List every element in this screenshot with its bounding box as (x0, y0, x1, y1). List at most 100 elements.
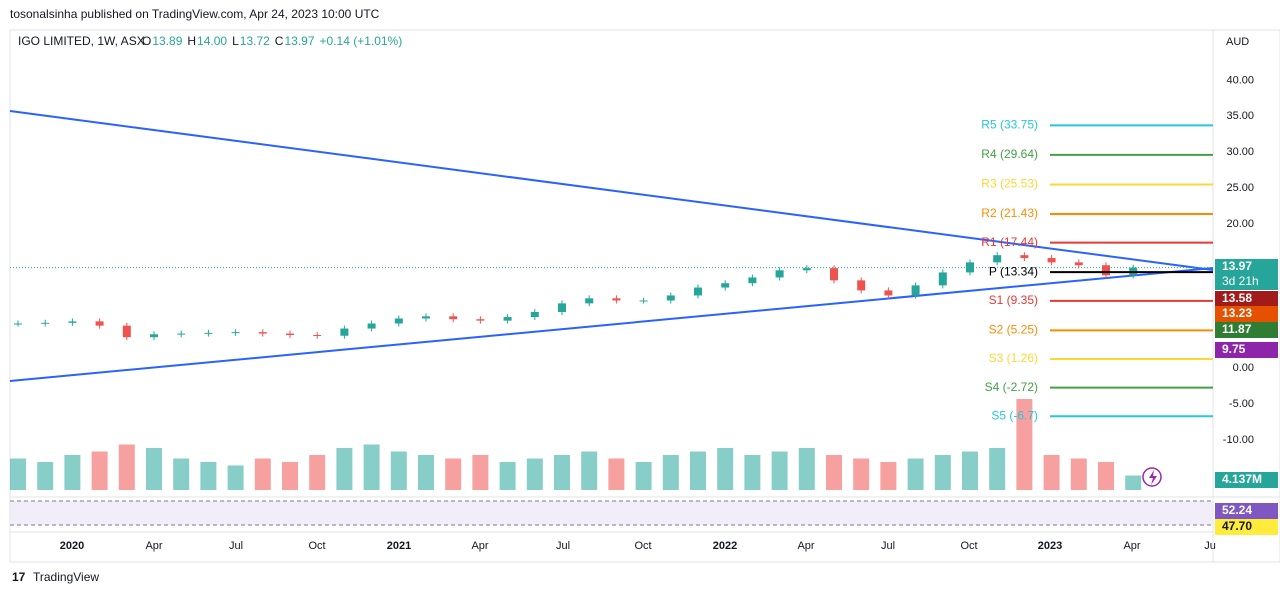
alert-bolt (1149, 470, 1157, 485)
candle (666, 295, 675, 301)
ohlc-value: 13.97 (284, 34, 314, 48)
candle (150, 334, 158, 338)
volume-bar (64, 455, 81, 490)
candle (95, 321, 104, 326)
volume-bar (526, 458, 543, 490)
candle (830, 268, 838, 281)
price-label-box (1215, 259, 1278, 290)
currency: AUD (1226, 36, 1249, 48)
price-label-box (1215, 291, 1278, 307)
volume-label-box (1215, 472, 1278, 488)
x-tick-label: 2021 (387, 540, 411, 552)
price-label: 13.97 (1222, 259, 1252, 273)
candle (694, 287, 702, 296)
candle (122, 325, 131, 338)
candle (802, 268, 811, 271)
volume-bar (1016, 399, 1033, 490)
pivot-label: P (13.34) (989, 264, 1038, 278)
x-tick-label: Apr (1123, 540, 1140, 552)
volume-bar (608, 458, 625, 490)
volume-bar (880, 462, 897, 490)
candle (1047, 258, 1056, 263)
pivot-label: R4 (29.64) (981, 147, 1038, 161)
candle (993, 255, 1002, 263)
volume-bar (744, 455, 761, 490)
y-tick-label: -5.00 (1229, 398, 1254, 410)
volume-bar (934, 455, 951, 490)
ohlc-value: 13.89 (152, 34, 182, 48)
volume-bar (826, 455, 842, 490)
candle (884, 290, 893, 296)
publisher: tosonalsinha published on TradingView.co… (10, 7, 380, 21)
ohlc-key: O (142, 34, 151, 48)
candle (938, 272, 947, 286)
pivot-label: S1 (9.35) (989, 293, 1038, 307)
candle (721, 283, 730, 288)
price-label-box (1215, 306, 1278, 322)
volume-bar (690, 451, 706, 490)
rsi-band (10, 501, 1213, 525)
price-label: 13.58 (1222, 291, 1252, 305)
volume-bar (635, 462, 652, 490)
x-tick-label: Oct (960, 540, 977, 552)
x-tick-label: 2023 (1038, 540, 1062, 552)
y-tick-label: 30.00 (1226, 146, 1254, 158)
candle (177, 333, 186, 335)
pivot-label: R5 (33.75) (981, 117, 1038, 131)
pivot-label: R3 (25.53) (981, 177, 1038, 191)
x-tick-label: Jul (229, 540, 243, 552)
volume-bar (173, 458, 190, 490)
volume-bar (10, 458, 26, 490)
volume-bar (798, 448, 815, 490)
candle (394, 318, 403, 324)
candle (258, 332, 267, 334)
pivot-label: S5 (-6.7) (991, 408, 1038, 422)
volume-bar (581, 451, 598, 490)
x-tick-label: 2022 (713, 540, 737, 552)
volume-bar (146, 448, 162, 490)
candle (41, 322, 50, 324)
volume-bar (499, 462, 516, 490)
candle (639, 300, 648, 302)
candle (1020, 255, 1029, 259)
volume-bar (717, 448, 734, 490)
x-tick-label: Jul (881, 540, 895, 552)
volume-bar (907, 458, 924, 490)
volume-bar (254, 458, 271, 490)
change: +0.14 (+1.01%) (320, 34, 403, 48)
candle (449, 316, 458, 320)
ohlc-value: 14.00 (197, 34, 227, 48)
countdown: 3d 21h (1222, 274, 1259, 288)
y-tick-label: 25.00 (1226, 182, 1254, 194)
candle (1074, 262, 1083, 266)
volume-bar (1125, 475, 1142, 490)
pivot-label: S4 (-2.72) (985, 380, 1038, 394)
candle (14, 323, 22, 325)
volume-bar (390, 451, 407, 490)
rsi-label: 52.24 (1222, 503, 1252, 517)
trendline (9, 267, 1214, 382)
chart-frame (9, 29, 1280, 563)
rsi-label-box (1215, 519, 1278, 535)
y-tick-label: -10.00 (1223, 434, 1254, 446)
volume-bar (91, 451, 108, 490)
ohlc-key: H (187, 34, 196, 48)
candle (422, 316, 430, 319)
price-label-box (1215, 322, 1278, 338)
volume-label: 4.137M (1222, 472, 1262, 486)
volume-bar (962, 451, 978, 490)
candle (340, 328, 349, 336)
candle (286, 333, 294, 336)
candle (204, 332, 213, 334)
volume-bar (363, 444, 380, 490)
pivot-label: R1 (17.44) (981, 235, 1038, 249)
candle (1102, 265, 1110, 276)
candle (367, 323, 376, 329)
symbol: IGO LIMITED, 1W, ASX (18, 34, 145, 48)
volume-bar (1070, 458, 1087, 490)
candle (530, 311, 539, 318)
candle (857, 280, 866, 291)
brand: TradingView (33, 570, 99, 584)
x-tick-label: Apr (145, 540, 162, 552)
x-tick-label: Oct (634, 540, 651, 552)
